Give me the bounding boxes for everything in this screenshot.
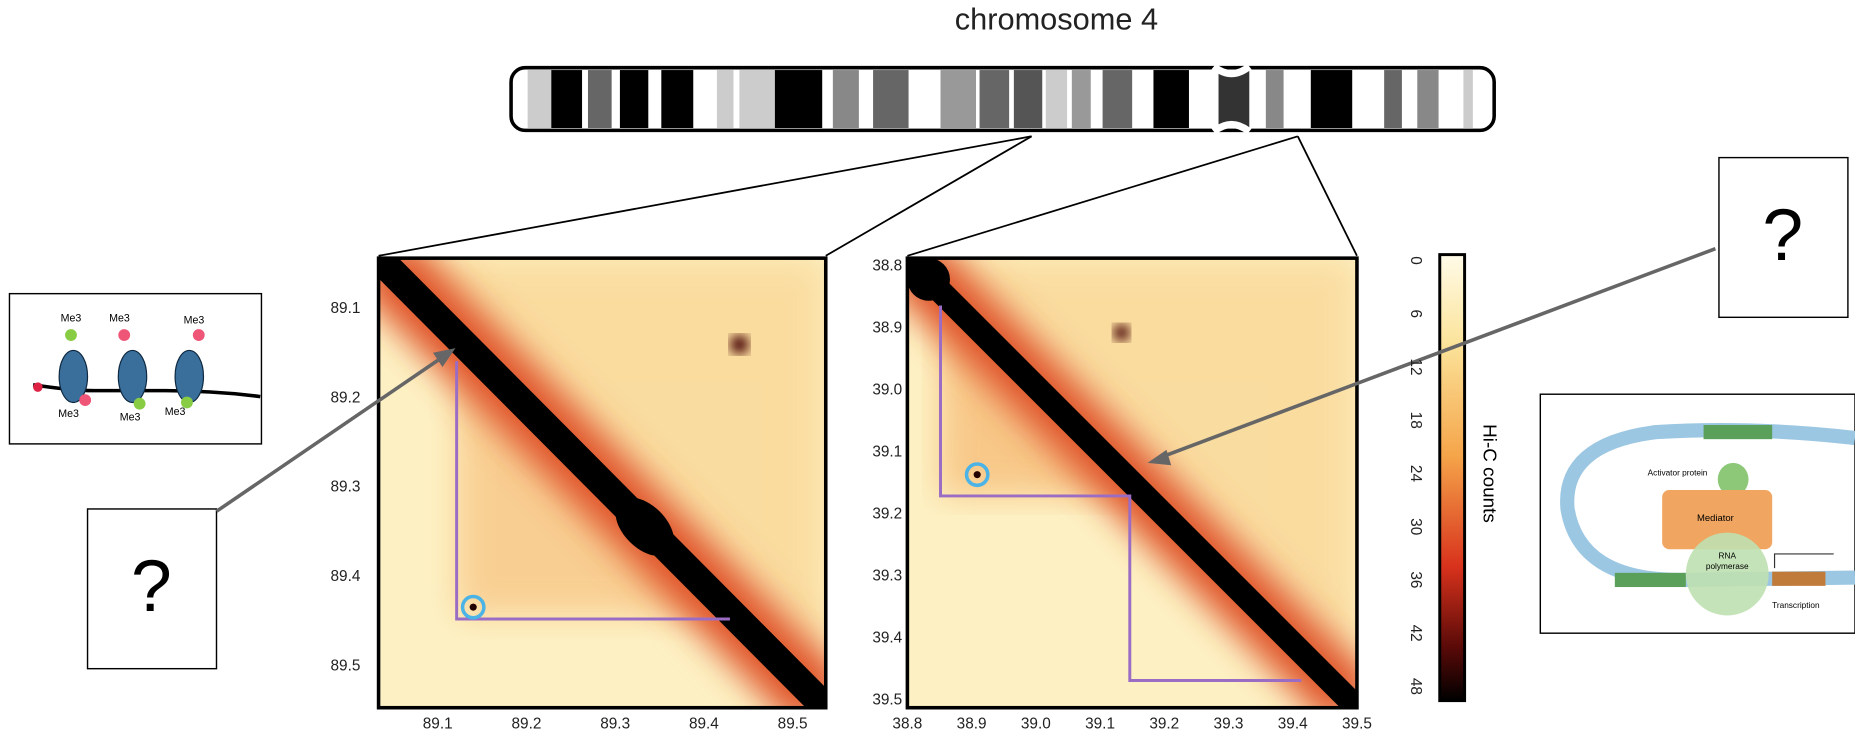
heatmap-frame (905, 256, 1359, 710)
callout-right: ? (1147, 156, 1849, 466)
inset-label: Mediator (1697, 513, 1734, 524)
callout-left: ? (86, 348, 456, 670)
colorbar-tick-label: 36 (1407, 571, 1424, 588)
methyl-label: Me3 (109, 312, 130, 324)
inset-label: Activator protein (1648, 469, 1708, 478)
y-tick-label: 39.4 (872, 630, 902, 647)
question-mark: ? (1762, 194, 1803, 276)
y-tick-label: 39.5 (872, 692, 902, 709)
methyl-label: Me3 (165, 406, 186, 418)
y-tick-label: 38.9 (872, 320, 902, 337)
heatmap-1 (378, 258, 826, 708)
x-tick-label: 39.3 (1214, 715, 1244, 732)
heatmap-frame (376, 256, 828, 710)
x-tick-label: 39.1 (1085, 715, 1115, 732)
methyl-label: Me3 (120, 412, 141, 424)
zoom-lines (378, 135, 1358, 257)
colorbar-tick-label: 0 (1407, 256, 1424, 265)
nucleosome-inset (8, 292, 263, 445)
colorbar-tick-label: 12 (1407, 358, 1424, 375)
y-tick-label: 89.3 (330, 479, 360, 496)
x-tick-label: 39.0 (1021, 715, 1051, 732)
x-tick-label: 89.2 (511, 715, 541, 732)
x-tick-label: 38.9 (957, 715, 987, 732)
colorbar-tick-label: 24 (1407, 465, 1424, 483)
colorbar-tick-label: 30 (1407, 518, 1424, 535)
colorbar-tick-label: 48 (1407, 678, 1424, 695)
y-tick-label: 89.5 (330, 657, 360, 674)
heatmap-2 (907, 258, 1357, 708)
x-tick-label: 89.4 (689, 715, 719, 732)
methyl-label: Me3 (184, 315, 205, 327)
y-tick-label: 89.4 (330, 568, 360, 585)
question-mark: ? (131, 545, 172, 627)
y-tick-label: 39.1 (872, 444, 902, 461)
transcription-inset (1539, 393, 1855, 634)
inset-label: RNA (1719, 551, 1737, 560)
y-tick-label: 89.2 (330, 389, 360, 406)
x-tick-label: 38.8 (892, 715, 922, 732)
x-tick-label: 39.5 (1342, 715, 1372, 732)
inset-label: Transcription (1772, 601, 1820, 610)
x-tick-label: 89.1 (423, 715, 453, 732)
y-tick-label: 39.3 (872, 568, 902, 585)
methyl-label: Me3 (61, 312, 82, 324)
x-tick-label: 89.5 (778, 715, 808, 732)
colorbar-tick-label: 6 (1407, 309, 1424, 318)
chromosome (509, 63, 1496, 135)
y-tick-label: 38.8 (872, 258, 902, 275)
inset-label: polymerase (1706, 562, 1749, 571)
methyl-label: Me3 (58, 408, 79, 420)
colorbar-label: Hi-C counts (1478, 424, 1499, 523)
x-tick-label: 39.2 (1149, 715, 1179, 732)
y-tick-label: 39.2 (872, 506, 902, 523)
colorbar (1438, 253, 1467, 703)
colorbar-tick-label: 42 (1407, 625, 1424, 642)
colorbar-tick-label: 18 (1407, 412, 1424, 429)
y-tick-label: 39.0 (872, 382, 902, 399)
y-tick-label: 89.1 (330, 300, 360, 317)
x-tick-label: 89.3 (600, 715, 630, 732)
chromosome-title: chromosome 4 (955, 2, 1158, 37)
x-tick-label: 39.4 (1278, 715, 1308, 732)
